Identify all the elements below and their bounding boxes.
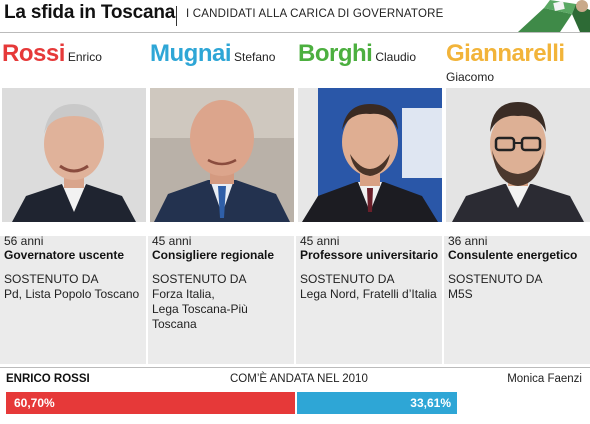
candidate-card-rossi: Rossi Enrico 56 anni Governatore uscente … xyxy=(0,36,146,364)
candidate-surname: Rossi xyxy=(2,40,65,67)
candidate-role: Consulente energetico xyxy=(448,248,578,262)
candidate-photo xyxy=(2,88,146,222)
support-line: Pd, Lista Popolo Toscano xyxy=(4,287,140,301)
candidate-surname: Giannarelli xyxy=(446,40,565,67)
support-parties: Lega Nord, Fratelli d’Italia xyxy=(300,287,440,302)
candidate-surname: Mugnai xyxy=(150,40,232,67)
support-parties: Forza Italia, Lega Toscana-Più Toscana xyxy=(152,287,292,332)
candidate-name: Rossi Enrico xyxy=(2,40,102,68)
page-subtitle: I CANDIDATI ALLA CARICA DI GOVERNATORE xyxy=(186,8,444,20)
runner-up-share-value: 33,61% xyxy=(410,396,451,410)
candidate-role: Consigliere regionale xyxy=(152,248,275,262)
candidate-card-mugnai: Mugnai Stefano 45 anni Consigliere region… xyxy=(148,36,294,364)
card-info-background xyxy=(296,236,442,364)
support-line: M5S xyxy=(448,287,473,301)
candidate-photo xyxy=(298,88,442,222)
ballot-box-illustration xyxy=(510,0,590,32)
candidate-firstname: Giacomo xyxy=(446,70,495,84)
support-line: Forza Italia, xyxy=(152,287,215,301)
runner-up-share-bar: 33,61% xyxy=(297,392,457,414)
candidate-role: Governatore uscente xyxy=(4,248,125,262)
support-line: Lega Nord, Fratelli d’Italia xyxy=(300,287,437,301)
support-label: SOSTENUTO DA xyxy=(448,272,543,286)
header-rule xyxy=(0,32,590,33)
candidate-card-borghi: Borghi Claudio 45 anni Professore univers… xyxy=(296,36,442,364)
support-label: SOSTENUTO DA xyxy=(300,272,395,286)
candidate-card-giannarelli: Giannarelli Giacomo 36 anni Consulente e… xyxy=(444,36,590,364)
card-info-background xyxy=(444,236,590,364)
page-title: La sfida in Toscana xyxy=(4,2,176,23)
result-divider xyxy=(0,367,590,368)
winner-share-value: 60,70% xyxy=(14,396,55,410)
result-label: COM’È ANDATA NEL 2010 xyxy=(230,373,368,385)
support-parties: M5S xyxy=(448,287,588,302)
candidate-name: Mugnai Stefano xyxy=(150,40,275,68)
candidate-firstname: Enrico xyxy=(67,50,102,64)
candidate-surname: Borghi xyxy=(298,40,373,67)
candidate-role: Professore universitario xyxy=(300,248,439,262)
card-info-background xyxy=(148,236,294,364)
candidate-firstname: Claudio xyxy=(375,50,417,64)
candidate-age: 45 anni xyxy=(300,234,340,248)
candidate-age: 56 anni xyxy=(4,234,44,248)
candidate-name: Borghi Claudio xyxy=(298,40,416,68)
header-divider xyxy=(176,6,177,26)
candidate-photo xyxy=(150,88,294,222)
card-info-background xyxy=(0,236,146,364)
winner-name: ENRICO ROSSI xyxy=(6,373,90,385)
support-label: SOSTENUTO DA xyxy=(4,272,99,286)
candidate-age: 36 anni xyxy=(448,234,488,248)
support-parties: Pd, Lista Popolo Toscano xyxy=(4,287,144,302)
candidate-photo xyxy=(446,88,590,222)
support-line: Lega Toscana-Più Toscana xyxy=(152,302,248,331)
support-label: SOSTENUTO DA xyxy=(152,272,247,286)
runner-up-name: Monica Faenzi xyxy=(507,373,582,385)
winner-share-bar: 60,70% xyxy=(6,392,295,414)
candidate-name: Giannarelli xyxy=(446,40,565,68)
candidate-firstname: Stefano xyxy=(234,50,276,64)
candidate-age: 45 anni xyxy=(152,234,192,248)
header: La sfida in Toscana I CANDIDATI ALLA CAR… xyxy=(0,0,590,32)
